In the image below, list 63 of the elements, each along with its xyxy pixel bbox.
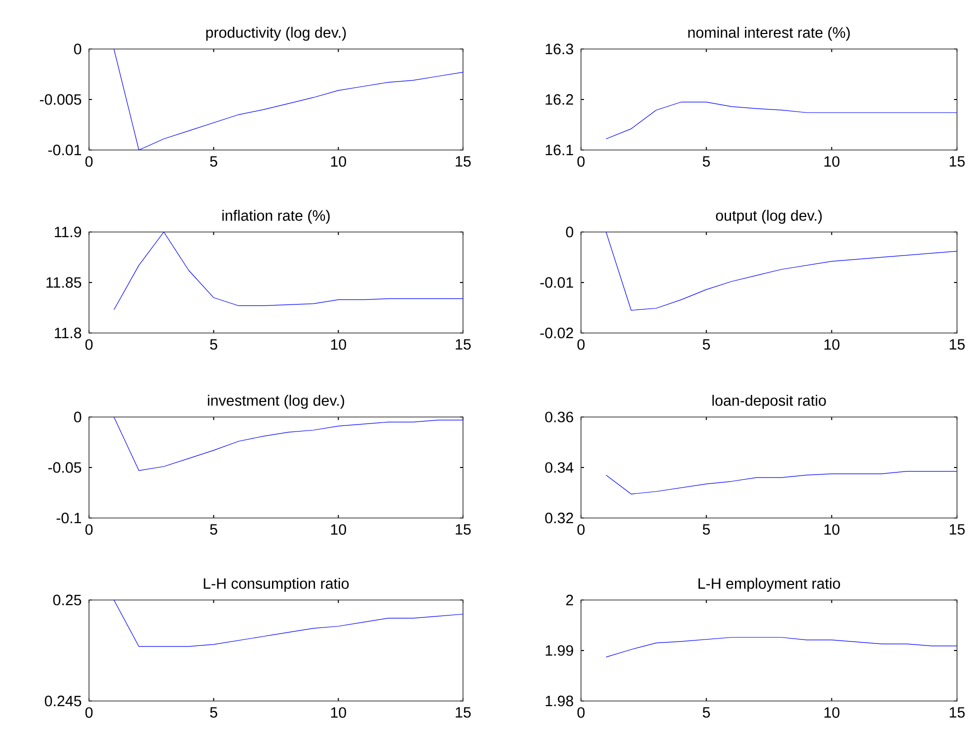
y-tick-label: -0.05: [48, 462, 82, 473]
x-tick-label: 15: [950, 524, 965, 535]
y-tick-label: -0.005: [40, 94, 82, 105]
x-tick-label: 0: [577, 707, 585, 718]
x-tick-label: 15: [456, 156, 471, 167]
y-tick-label: 1.99: [546, 645, 574, 656]
y-tick-label: 16.2: [546, 94, 574, 105]
chart-title: output (log dev.): [716, 210, 822, 224]
x-tick-label: 5: [702, 156, 710, 167]
chart-title: inflation rate (%): [222, 210, 330, 224]
x-tick-label: 0: [85, 524, 93, 535]
y-tick-label: 0.36: [545, 412, 574, 422]
x-tick-label: 5: [702, 524, 710, 535]
y-tick-label: 11.8: [54, 328, 82, 338]
y-tick-label: 1.98: [546, 696, 574, 706]
chart-title: loan-deposit ratio: [712, 394, 826, 409]
x-tick-label: 0: [577, 339, 585, 350]
x-tick-label: 15: [456, 524, 471, 535]
y-tick-label: 0.32: [545, 512, 574, 524]
x-tick-label: 5: [210, 524, 218, 535]
y-tick-label: -0.01: [48, 144, 82, 156]
y-tick-label: 16.1: [546, 144, 574, 156]
x-tick-label: 15: [950, 339, 965, 350]
y-tick-label: 0.34: [545, 462, 574, 473]
chart-title: L-H employment ratio: [698, 578, 840, 592]
y-tick-label: 11.9: [54, 226, 82, 238]
chart-title: L-H consumption ratio: [204, 578, 349, 592]
x-tick-label: 10: [824, 524, 840, 535]
x-tick-label: 0: [577, 156, 585, 167]
y-tick-label: 2: [566, 594, 574, 606]
y-tick-label: 0.245: [44, 696, 82, 706]
chart-title: productivity (log dev.): [206, 26, 346, 41]
x-tick-label: 5: [210, 707, 218, 718]
x-tick-label: 10: [331, 156, 346, 167]
x-tick-label: 15: [456, 339, 471, 350]
x-tick-label: 15: [456, 707, 471, 718]
x-tick-label: 0: [577, 524, 585, 535]
x-tick-label: 10: [824, 707, 840, 718]
x-tick-label: 10: [331, 524, 346, 535]
y-tick-label: -0.1: [56, 512, 82, 524]
y-tick-label: 0.25: [53, 594, 82, 606]
x-tick-label: 0: [85, 156, 93, 167]
y-tick-label: -0.01: [540, 277, 574, 288]
x-tick-label: 10: [331, 707, 346, 718]
x-tick-label: 5: [210, 156, 218, 167]
y-tick-label: 0: [74, 412, 82, 422]
x-tick-label: 0: [85, 339, 93, 350]
x-tick-label: 10: [331, 339, 346, 350]
chart-title: nominal interest rate (%): [688, 26, 850, 41]
x-tick-label: 10: [824, 339, 840, 350]
y-tick-label: 11.85: [46, 277, 82, 288]
y-tick-label: 0: [566, 226, 574, 238]
chart-title: investment (log dev.): [208, 394, 344, 409]
y-tick-label: 0: [74, 44, 82, 54]
x-tick-label: 15: [950, 707, 965, 718]
x-tick-label: 15: [950, 156, 965, 167]
y-tick-label: 16.3: [546, 44, 574, 54]
x-tick-label: 5: [210, 339, 218, 350]
x-tick-label: 5: [702, 707, 710, 718]
y-tick-label: -0.02: [540, 328, 574, 338]
x-tick-label: 0: [85, 707, 93, 718]
x-tick-label: 10: [824, 156, 840, 167]
x-tick-label: 5: [702, 339, 710, 350]
